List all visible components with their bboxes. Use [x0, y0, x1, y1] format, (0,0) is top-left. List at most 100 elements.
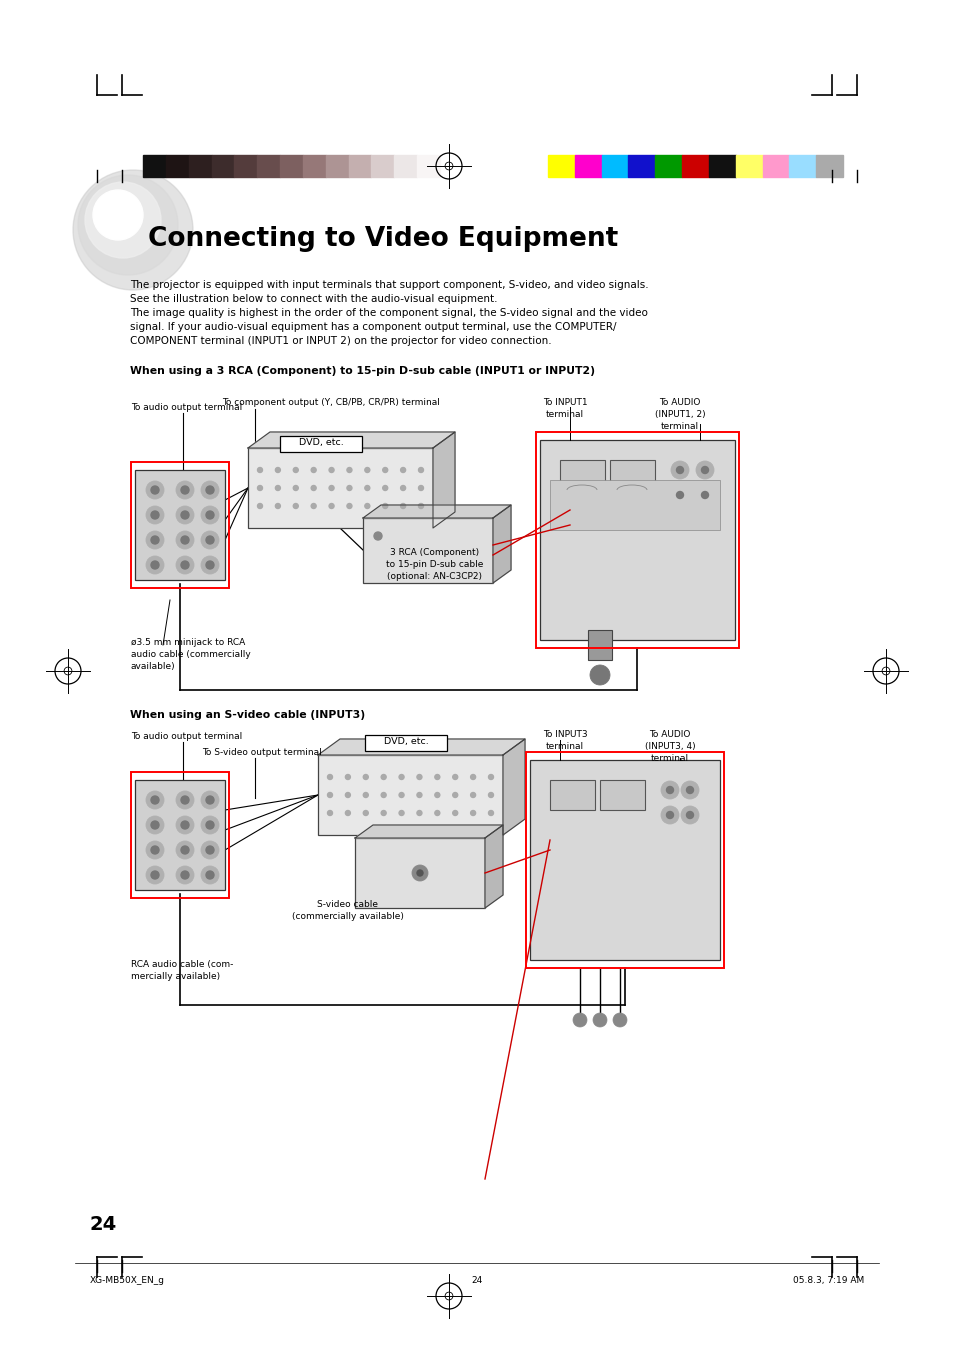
Circle shape [345, 811, 350, 816]
Bar [816, 155, 842, 177]
Text: 24: 24 [90, 1215, 117, 1233]
Circle shape [327, 793, 333, 797]
Polygon shape [248, 432, 455, 449]
Circle shape [85, 182, 161, 258]
Bar [416, 155, 439, 177]
Bar [601, 155, 628, 177]
Circle shape [311, 504, 315, 508]
Circle shape [92, 190, 143, 240]
Circle shape [175, 531, 193, 549]
Circle shape [398, 774, 404, 780]
Circle shape [181, 846, 189, 854]
Circle shape [151, 536, 159, 544]
Bar [257, 155, 280, 177]
Circle shape [206, 821, 213, 830]
Circle shape [206, 486, 213, 494]
Circle shape [175, 866, 193, 884]
Bar [539, 440, 734, 640]
Circle shape [201, 790, 219, 809]
Circle shape [381, 811, 386, 816]
Circle shape [400, 485, 405, 490]
Circle shape [201, 507, 219, 524]
Circle shape [201, 557, 219, 574]
Circle shape [364, 485, 370, 490]
Circle shape [470, 774, 476, 780]
Circle shape [175, 557, 193, 574]
Circle shape [593, 1013, 606, 1027]
Bar [280, 155, 303, 177]
Text: DVD, etc.: DVD, etc. [298, 438, 343, 447]
Circle shape [78, 176, 178, 276]
Circle shape [398, 793, 404, 797]
Bar [131, 462, 229, 588]
Text: DVD, etc.: DVD, etc. [383, 738, 428, 746]
Circle shape [181, 561, 189, 569]
Circle shape [146, 816, 164, 834]
Circle shape [363, 811, 368, 816]
Circle shape [488, 793, 493, 797]
Circle shape [660, 781, 679, 798]
Circle shape [146, 557, 164, 574]
Bar [325, 155, 348, 177]
Text: RCA audio cable (com-
mercially available): RCA audio cable (com- mercially availabl… [131, 961, 233, 981]
Circle shape [275, 467, 280, 473]
Circle shape [146, 790, 164, 809]
Circle shape [589, 665, 609, 685]
Circle shape [201, 816, 219, 834]
Circle shape [311, 467, 315, 473]
Circle shape [680, 781, 699, 798]
Bar [609, 459, 655, 490]
Circle shape [418, 504, 423, 508]
Circle shape [257, 504, 262, 508]
Circle shape [418, 467, 423, 473]
Text: To component output (Y, CB/PB, CR/PR) terminal: To component output (Y, CB/PB, CR/PR) te… [222, 399, 439, 407]
Text: To audio output terminal: To audio output terminal [131, 403, 242, 412]
Circle shape [364, 504, 370, 508]
Circle shape [381, 793, 386, 797]
Circle shape [151, 821, 159, 830]
Circle shape [660, 807, 679, 824]
Polygon shape [493, 505, 511, 584]
Circle shape [327, 811, 333, 816]
Circle shape [666, 812, 673, 819]
Circle shape [363, 774, 368, 780]
Circle shape [151, 486, 159, 494]
Circle shape [416, 793, 421, 797]
Circle shape [573, 1013, 586, 1027]
Circle shape [329, 467, 334, 473]
Circle shape [670, 486, 688, 504]
Circle shape [676, 466, 682, 473]
Bar [530, 761, 720, 961]
Circle shape [206, 871, 213, 880]
Circle shape [435, 774, 439, 780]
Circle shape [670, 461, 688, 480]
Circle shape [488, 811, 493, 816]
Bar [761, 155, 788, 177]
Bar [788, 155, 816, 177]
Circle shape [181, 871, 189, 880]
Circle shape [374, 532, 381, 540]
Bar [189, 155, 212, 177]
Circle shape [73, 170, 193, 290]
Circle shape [201, 866, 219, 884]
Circle shape [181, 821, 189, 830]
Bar [708, 155, 735, 177]
Circle shape [146, 507, 164, 524]
Circle shape [347, 485, 352, 490]
Bar [681, 155, 708, 177]
Circle shape [435, 811, 439, 816]
Bar [547, 155, 575, 177]
Circle shape [206, 846, 213, 854]
Circle shape [146, 531, 164, 549]
Circle shape [175, 507, 193, 524]
Bar [212, 155, 234, 177]
Bar [166, 155, 189, 177]
Bar [135, 470, 225, 580]
Text: Connecting to Video Equipment: Connecting to Video Equipment [148, 226, 618, 253]
Circle shape [175, 816, 193, 834]
Polygon shape [363, 505, 511, 517]
Circle shape [400, 467, 405, 473]
Circle shape [151, 511, 159, 519]
Bar [394, 155, 416, 177]
Circle shape [206, 561, 213, 569]
